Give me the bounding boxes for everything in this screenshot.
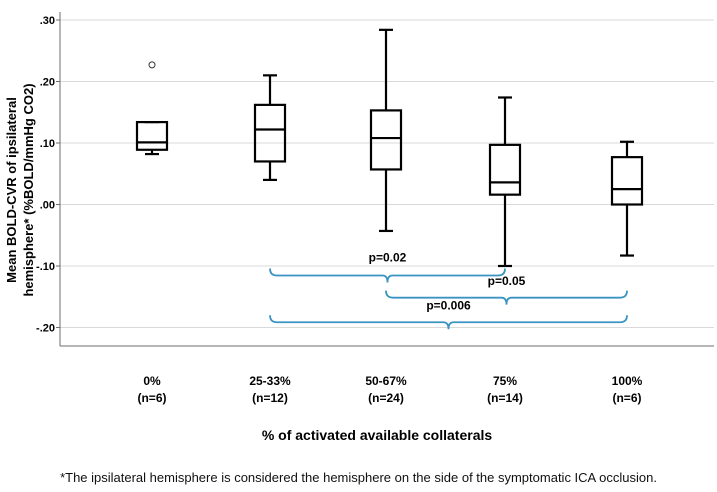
iqr-box [253,103,287,163]
significance-bracket [269,268,506,283]
y-tick-label: -.20 [36,323,55,335]
outlier-point [148,61,156,69]
box-group [253,74,287,181]
y-axis-label-line1: Mean BOLD-CVR of ipsilateral [4,97,19,283]
box-group [488,96,522,268]
p-value-label: p=0.05 [488,274,526,288]
footnote: *The ipsilateral hemisphere is considere… [60,470,657,485]
significance-bracket [269,315,628,330]
category-label: 50-67% [365,374,407,388]
label-layer: .30 .20 .10 .00 -.10 -.20 0% (n=6) 25-33% (n=12) 5… [36,15,643,405]
category-n-label: (n=12) [252,391,288,405]
y-tick-label: .00 [40,200,55,212]
p-value-label: p=0.006 [426,298,471,312]
x-axis-label: % of activated available collaterals [262,427,493,443]
y-tick-label: .20 [40,77,55,89]
iqr-box [369,109,403,171]
grid-layer [60,19,714,328]
iqr-box [488,143,522,196]
box-group [135,61,169,156]
y-tick-label: .30 [40,15,55,27]
category-label: 25-33% [249,374,291,388]
category-label: 0% [143,374,161,388]
category-label: 75% [493,374,517,388]
iqr-box [610,156,644,206]
axis-layer [56,12,714,347]
box-group [610,140,644,257]
box-group [369,28,403,233]
category-n-label: (n=24) [368,391,404,405]
y-axis-label-line2: hemisphere* (%BOLD/mmHg CO2) [21,83,36,296]
category-n-label: (n=6) [612,391,641,405]
boxplot-chart: .30 .20 .10 .00 -.10 -.20 0% (n=6) 25-33% (n=12) 5… [4,12,714,443]
p-value-label: p=0.02 [369,250,407,264]
iqr-box [135,120,169,151]
box-layer [135,28,644,268]
y-tick-label: .10 [40,138,55,150]
significance-bracket [385,290,628,305]
category-n-label: (n=6) [137,391,166,405]
y-tick-label: -.10 [36,261,55,273]
category-label: 100% [612,374,643,388]
category-n-label: (n=14) [487,391,523,405]
